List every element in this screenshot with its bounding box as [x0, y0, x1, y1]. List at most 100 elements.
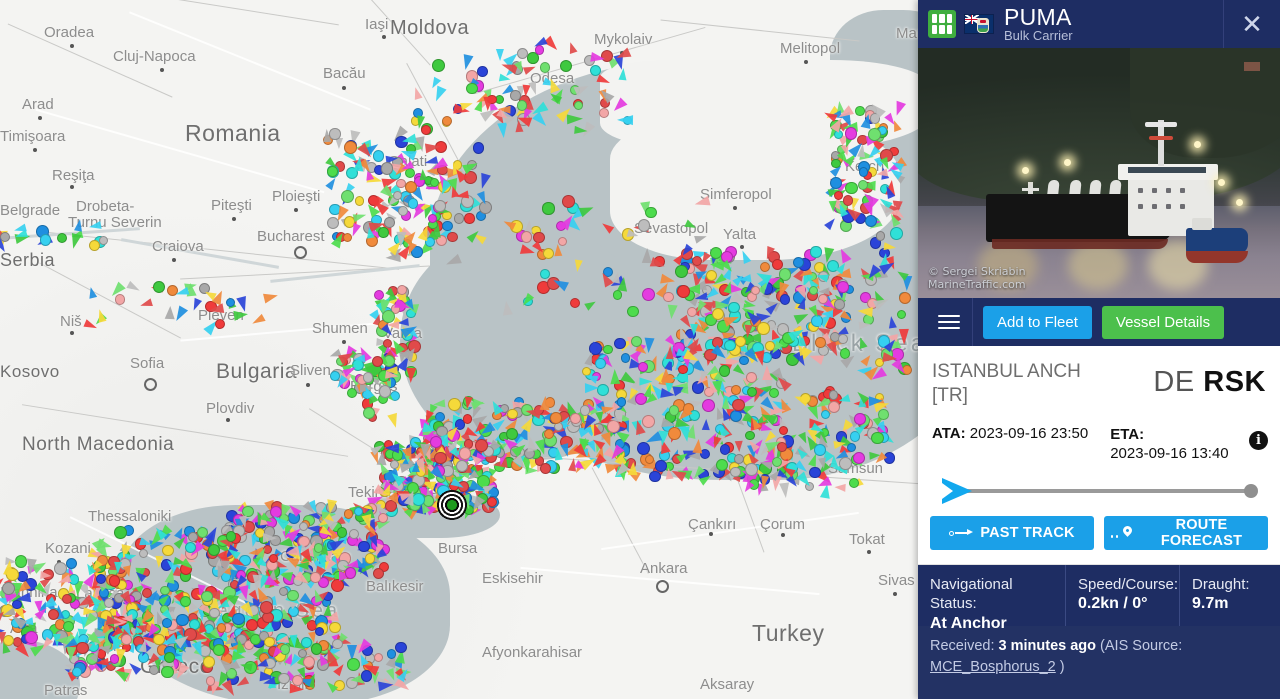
vessel-marker-dot[interactable]	[777, 442, 787, 452]
vessel-marker-arrow[interactable]	[353, 156, 364, 171]
vessel-marker-dot[interactable]	[463, 414, 473, 424]
vessel-marker-dot[interactable]	[434, 200, 446, 212]
vessel-marker-dot[interactable]	[454, 213, 465, 224]
vessel-marker-arrow[interactable]	[325, 499, 337, 515]
vessel-marker-dot[interactable]	[858, 180, 868, 190]
vessel-marker-dot[interactable]	[217, 623, 226, 632]
vessel-marker-arrow[interactable]	[540, 395, 551, 410]
vessel-marker-dot[interactable]	[677, 285, 689, 297]
vessel-marker-dot[interactable]	[599, 108, 609, 118]
vessel-marker-arrow[interactable]	[406, 368, 417, 383]
vessel-marker-arrow[interactable]	[74, 218, 84, 231]
vessel-marker-arrow[interactable]	[693, 438, 704, 453]
vessel-marker-arrow[interactable]	[420, 444, 430, 458]
vessel-marker-dot[interactable]	[40, 234, 51, 245]
vessel-marker-dot[interactable]	[139, 549, 148, 558]
vessel-marker-dot[interactable]	[731, 385, 741, 395]
vessel-marker-dot[interactable]	[311, 643, 322, 654]
vessel-marker-dot[interactable]	[89, 240, 100, 251]
vessel-marker-arrow[interactable]	[610, 369, 621, 384]
vessel-marker-dot[interactable]	[814, 444, 826, 456]
vessel-marker-arrow[interactable]	[834, 483, 845, 492]
vessel-marker-dot[interactable]	[716, 459, 728, 471]
vessel-marker-dot[interactable]	[378, 227, 389, 238]
vessel-marker-dot[interactable]	[226, 531, 236, 541]
vessel-marker-dot[interactable]	[349, 529, 359, 539]
vessel-marker-arrow[interactable]	[384, 442, 399, 453]
vessel-marker-dot[interactable]	[341, 190, 354, 203]
vessel-marker-dot[interactable]	[702, 399, 715, 412]
vessel-marker-dot[interactable]	[226, 298, 235, 307]
vessel-marker-arrow[interactable]	[290, 635, 299, 649]
vessel-marker-dot[interactable]	[595, 358, 606, 369]
vessel-marker-dot[interactable]	[397, 285, 407, 295]
vessel-marker-dot[interactable]	[838, 334, 848, 344]
vessel-marker-dot[interactable]	[378, 513, 388, 523]
vessel-marker-dot[interactable]	[590, 65, 601, 76]
grid-icon[interactable]	[928, 10, 956, 38]
vessel-marker-dot[interactable]	[821, 410, 830, 419]
vessel-details-button[interactable]: Vessel Details	[1102, 306, 1224, 339]
vessel-marker-dot[interactable]	[540, 62, 551, 73]
vessel-marker-arrow[interactable]	[666, 304, 677, 319]
vessel-marker-dot[interactable]	[638, 362, 647, 371]
ais-source-link[interactable]: MCE_Bosphorus_2	[930, 659, 1056, 675]
vessel-marker-dot[interactable]	[839, 457, 852, 470]
vessel-marker-arrow[interactable]	[762, 364, 772, 379]
vessel-marker-dot[interactable]	[447, 232, 457, 242]
vessel-marker-dot[interactable]	[209, 608, 219, 618]
vessel-marker-arrow[interactable]	[735, 440, 744, 451]
vessel-marker-dot[interactable]	[344, 509, 353, 518]
vessel-marker-dot[interactable]	[201, 591, 213, 603]
vessel-marker-arrow[interactable]	[818, 288, 829, 296]
vessel-marker-dot[interactable]	[292, 675, 303, 686]
vessel-marker-dot[interactable]	[405, 181, 417, 193]
vessel-marker-arrow[interactable]	[395, 232, 406, 248]
vessel-marker-dot[interactable]	[260, 601, 273, 614]
vessel-marker-arrow[interactable]	[641, 248, 651, 263]
vessel-marker-dot[interactable]	[521, 231, 533, 243]
vessel-marker-dot[interactable]	[730, 467, 740, 477]
vessel-marker-dot[interactable]	[393, 191, 402, 200]
vessel-marker-dot[interactable]	[54, 562, 67, 575]
vessel-marker-dot[interactable]	[747, 387, 757, 397]
vessel-marker-dot[interactable]	[627, 306, 638, 317]
vessel-marker-arrow[interactable]	[385, 371, 399, 381]
vessel-marker-dot[interactable]	[153, 634, 165, 646]
vessel-marker-arrow[interactable]	[859, 321, 872, 330]
vessel-marker-arrow[interactable]	[155, 556, 164, 568]
vessel-marker-dot[interactable]	[25, 631, 38, 644]
vessel-marker-dot[interactable]	[649, 471, 661, 483]
vessel-marker-dot[interactable]	[330, 371, 340, 381]
vessel-marker-dot[interactable]	[355, 196, 365, 206]
vessel-marker-arrow[interactable]	[324, 604, 333, 617]
vessel-marker-dot[interactable]	[834, 299, 844, 309]
vessel-marker-arrow[interactable]	[671, 372, 688, 383]
vessel-marker-dot[interactable]	[853, 452, 865, 464]
vessel-marker-dot[interactable]	[203, 656, 215, 668]
vessel-marker-arrow[interactable]	[121, 614, 133, 623]
vessel-marker-dot[interactable]	[751, 286, 760, 295]
vessel-marker-arrow[interactable]	[66, 647, 77, 661]
vessel-marker-dot[interactable]	[180, 596, 191, 607]
vessel-marker-arrow[interactable]	[585, 383, 599, 393]
vessel-marker-arrow[interactable]	[0, 632, 6, 644]
vessel-marker-dot[interactable]	[363, 372, 373, 382]
vessel-marker-arrow[interactable]	[702, 419, 710, 430]
vessel-marker-dot[interactable]	[188, 532, 198, 542]
vessel-marker-dot[interactable]	[373, 150, 384, 161]
hamburger-menu-icon[interactable]	[926, 298, 973, 346]
vessel-marker-dot[interactable]	[550, 412, 562, 424]
vessel-marker-dot[interactable]	[510, 90, 521, 101]
vessel-marker-dot[interactable]	[466, 83, 477, 94]
vessel-marker-dot[interactable]	[845, 127, 858, 140]
vessel-marker-arrow[interactable]	[617, 115, 633, 125]
vessel-marker-dot[interactable]	[614, 338, 625, 349]
vessel-marker-dot[interactable]	[631, 336, 642, 347]
vessel-marker-arrow[interactable]	[884, 242, 897, 252]
info-icon[interactable]: i	[1249, 431, 1268, 450]
vessel-marker-dot[interactable]	[542, 202, 554, 214]
vessel-marker-arrow[interactable]	[899, 329, 909, 345]
vessel-marker-dot[interactable]	[757, 322, 769, 334]
vessel-marker-dot[interactable]	[815, 337, 826, 348]
